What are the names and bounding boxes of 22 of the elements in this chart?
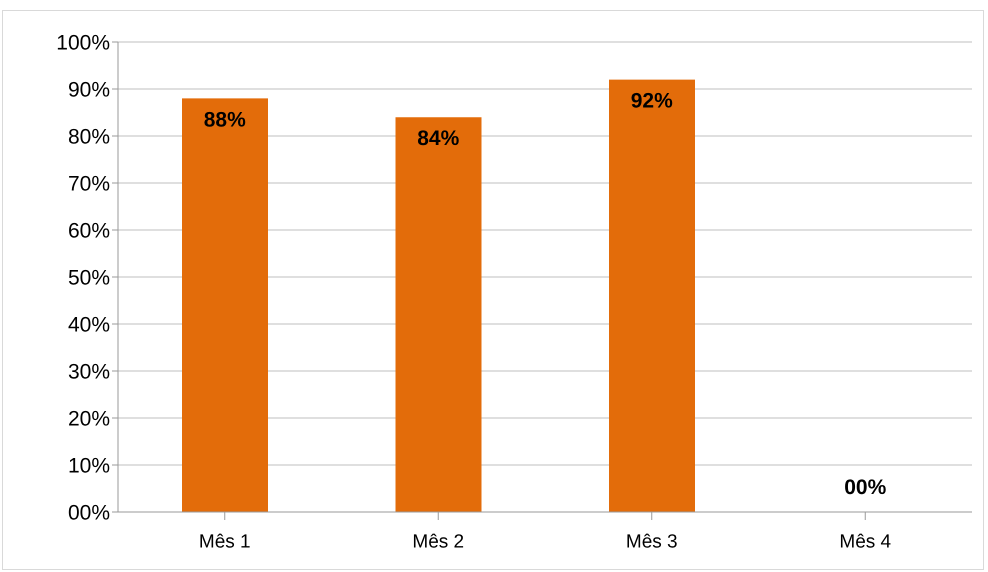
x-tick-label: Mês 3 — [626, 531, 678, 552]
bar — [182, 98, 268, 512]
data-label: 92% — [630, 90, 674, 113]
data-label: 00% — [844, 476, 887, 499]
bar — [396, 117, 482, 512]
y-tick-label: 00% — [68, 501, 110, 524]
y-tick-label: 30% — [68, 360, 110, 384]
y-tick-label: 60% — [68, 219, 110, 242]
y-tick-label: 100% — [56, 31, 110, 54]
data-label: 88% — [204, 108, 246, 132]
y-tick-label: 90% — [68, 78, 110, 102]
y-tick-label: 50% — [68, 266, 110, 290]
y-tick-label: 80% — [68, 125, 110, 148]
y-tick-label: 10% — [68, 454, 110, 478]
y-tick-label: 20% — [68, 407, 110, 430]
x-tick-label: Mês 1 — [198, 531, 251, 552]
bar — [609, 80, 695, 512]
x-tick-label: Mês 2 — [412, 531, 464, 552]
data-label: 84% — [417, 127, 460, 150]
y-tick-label: 70% — [68, 172, 110, 196]
x-tick-label: Mês 4 — [839, 531, 892, 552]
y-tick-label: 40% — [68, 313, 110, 336]
